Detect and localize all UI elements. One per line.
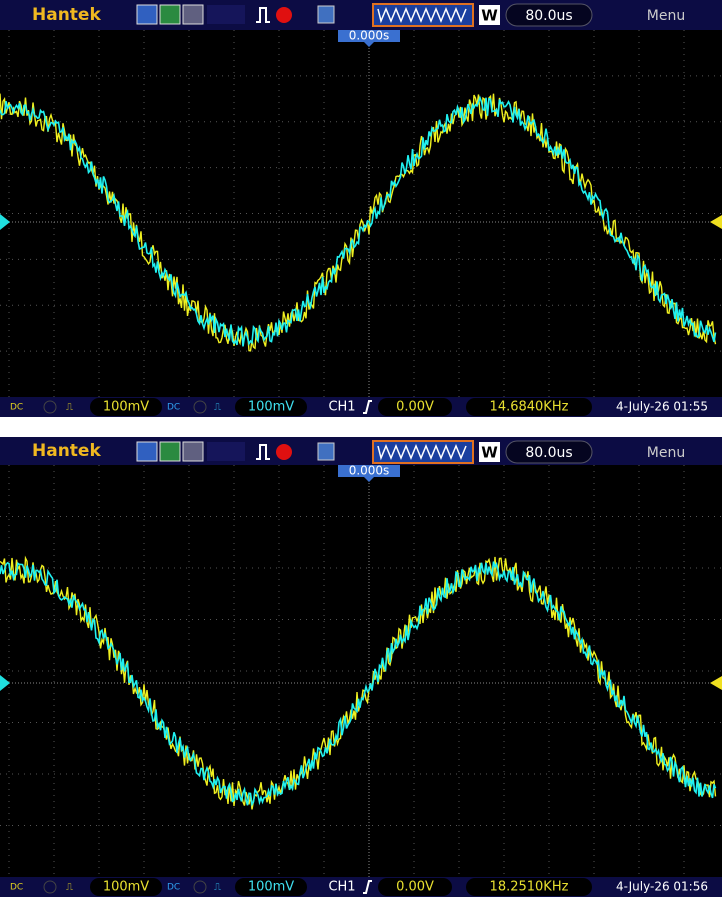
run-indicator	[276, 7, 292, 23]
ch2-bw-icon: ⎍	[214, 402, 221, 413]
toolbar-icon	[160, 5, 180, 24]
toolbar-icon	[160, 442, 180, 461]
frequency: 14.6840KHz	[490, 400, 569, 415]
ch2-scale: 100mV	[248, 880, 294, 895]
trigger-position: 0.000s	[349, 464, 390, 478]
toolbar-icon	[183, 442, 203, 461]
ch2-coupling: DC	[167, 883, 180, 893]
run-indicator	[276, 444, 292, 460]
ch1-bw-icon: ⎍	[66, 402, 73, 413]
toolbar-slot	[207, 5, 245, 24]
trigger-source: CH1	[328, 400, 355, 415]
page: Hantek W 80.0us Menu 0.000s DC ⎍ 100mV DC ⎍ 100mV C…	[0, 0, 722, 897]
toolbar-icon	[183, 5, 203, 24]
ch2-coupling: DC	[167, 403, 180, 413]
scope-screen: Hantek W 80.0us Menu 0.000s DC ⎍ 100mV DC ⎍ 100mV C…	[0, 0, 722, 417]
brand: Hantek	[32, 5, 101, 25]
datetime: 4-July-26 01:55	[616, 400, 708, 414]
ch2-scale: 100mV	[248, 400, 294, 415]
trigger-source: CH1	[328, 880, 355, 895]
w-mode: W	[481, 7, 498, 25]
trigger-level: 0.00V	[396, 880, 434, 895]
w-mode: W	[481, 444, 498, 462]
trigger-position: 0.000s	[349, 29, 390, 43]
frequency: 18.2510KHz	[490, 880, 569, 895]
ch1-coupling: DC	[10, 403, 23, 413]
toolbar-icon	[137, 442, 157, 461]
save-icon	[318, 6, 334, 23]
timebase: 80.0us	[525, 445, 572, 461]
toolbar-icon	[137, 5, 157, 24]
save-icon	[318, 443, 334, 460]
ch1-coupling: DC	[10, 883, 23, 893]
trigger-level: 0.00V	[396, 400, 434, 415]
screenshot: Hantek W 80.0us Menu 0.000s DC ⎍ 100mV DC ⎍ 100mV C…	[0, 0, 722, 897]
ch2-bw-icon: ⎍	[214, 882, 221, 893]
scope-screen: Hantek W 80.0us Menu 0.000s DC ⎍ 100mV DC ⎍ 100mV C…	[0, 437, 722, 897]
brand: Hantek	[32, 441, 101, 461]
timebase: 80.0us	[525, 8, 572, 24]
ch1-scale: 100mV	[103, 400, 149, 415]
toolbar-slot	[207, 442, 245, 461]
menu[interactable]: Menu	[647, 8, 685, 24]
datetime: 4-July-26 01:56	[616, 880, 708, 894]
menu[interactable]: Menu	[647, 445, 685, 461]
top-bar	[0, 0, 722, 30]
ch1-scale: 100mV	[103, 880, 149, 895]
ch1-bw-icon: ⎍	[66, 882, 73, 893]
top-bar	[0, 437, 722, 465]
